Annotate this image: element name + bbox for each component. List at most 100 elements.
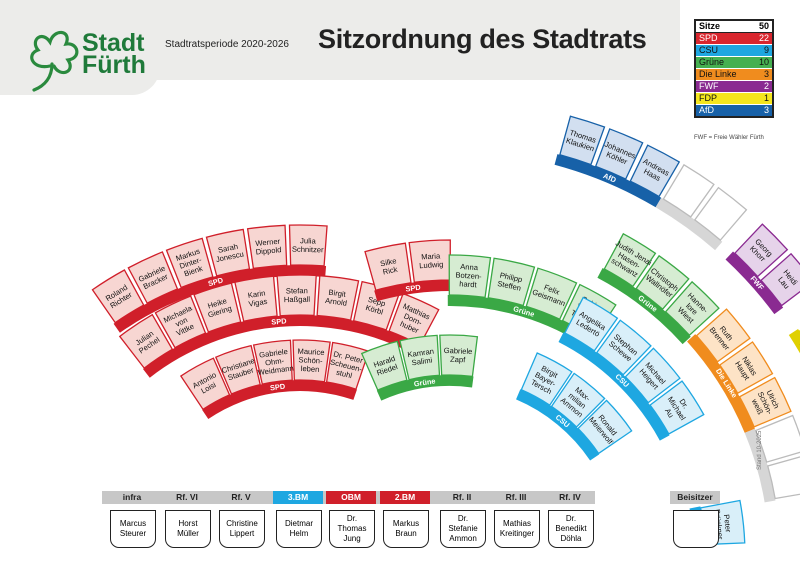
- seat: [718, 341, 774, 395]
- seat: [165, 237, 214, 289]
- seat-block: AngelikaLedertöStephanScheweMichaelHeige…: [558, 296, 705, 441]
- seat: [603, 232, 657, 288]
- legend-count: 1: [763, 93, 769, 103]
- seat-name: WernerDippold: [255, 237, 282, 257]
- clover-logo-icon: [30, 30, 79, 92]
- seat: [252, 339, 293, 385]
- beisitzer-box: [673, 510, 719, 548]
- party-band: [554, 154, 662, 208]
- front-seat-name: Horst Müller: [165, 510, 211, 548]
- front-seat-title: OBM: [326, 491, 376, 504]
- seat: [246, 224, 288, 270]
- seat-block: JulianPechelMichaelavonVittkeHeikeGierin…: [118, 274, 440, 378]
- seat-name: GabrieleZapf: [443, 346, 472, 365]
- legend-row: FWF 2: [696, 81, 772, 93]
- legend-party: SPD: [699, 33, 718, 43]
- seat-block: ThomasKlaukien JohannesKöhler AndreasHaasA…: [554, 115, 681, 208]
- empty-band: [655, 197, 723, 251]
- front-seat-name: Dr. Stefanie Ammon: [440, 510, 486, 548]
- seat: [276, 274, 317, 317]
- front-seat-title: 3.BM: [273, 491, 323, 504]
- seat: [214, 344, 261, 395]
- party-band: [788, 328, 800, 354]
- seat: [364, 242, 412, 291]
- seat: [635, 254, 690, 311]
- front-seat: 3.BM Dietmar Helm: [273, 491, 323, 548]
- seat: [316, 274, 360, 321]
- party-label: Grüne: [413, 376, 436, 388]
- seat-legend: Sitze 50 SPD 22 CSU 9 Grüne 10 Die Linke 3 FWF 2 F…: [694, 19, 774, 118]
- seat: [649, 380, 705, 435]
- legend-party: FWF: [699, 81, 719, 91]
- seat-name: MauriceSchön-leben: [296, 347, 324, 375]
- legend-count: 3: [763, 69, 769, 79]
- header-band-wide: [150, 0, 680, 80]
- seat: [448, 254, 492, 299]
- seat-block: HaraldRiedelKamranSalimiGabrieleZapfGrün…: [360, 334, 479, 401]
- party-band: [687, 334, 755, 433]
- seat: [550, 372, 606, 428]
- empty-seat: [766, 456, 800, 500]
- period-label: Stadtratsperiode 2020-2026: [165, 39, 289, 50]
- seat: [234, 275, 278, 323]
- front-seat: Rf. III Mathias Kreitinger: [491, 491, 541, 548]
- front-seat-name: Christine Lippert: [219, 510, 265, 548]
- empty-seat-block: [744, 414, 800, 503]
- legend-party: FDP: [699, 93, 717, 103]
- seat: [664, 280, 720, 337]
- seat: [595, 319, 652, 376]
- legend-party: Die Linke: [699, 69, 737, 79]
- seat: [325, 341, 370, 391]
- legend-row: CSU 9: [696, 45, 772, 57]
- front-seat: OBM Dr. Thomas Jung: [326, 491, 376, 548]
- seat: [520, 352, 573, 407]
- front-seat: Rf. VI Horst Müller: [162, 491, 212, 548]
- legend-row: Die Linke 3: [696, 69, 772, 81]
- party-band: [202, 379, 357, 420]
- seat-name: AnnaBotzen-hardt: [455, 262, 483, 290]
- legend-count: 2: [763, 81, 769, 91]
- party-label: SPD: [269, 382, 286, 393]
- empty-band: [744, 428, 776, 503]
- front-seat-title: Rf. V: [216, 491, 266, 504]
- front-seat-title: infra: [107, 491, 157, 504]
- front-seat: Rf. V Christine Lippert: [216, 491, 266, 548]
- party-band: [374, 280, 452, 302]
- party-label: SPD: [405, 283, 422, 294]
- party-band: [558, 332, 670, 441]
- party-band: [725, 251, 784, 315]
- seat-block: Judith JenaiHasen-schwanz ChristophWallnö…: [597, 232, 720, 345]
- front-seat: 2.BM Markus Braun: [380, 491, 430, 548]
- seat: [559, 115, 606, 166]
- seat: [292, 339, 331, 383]
- front-seat: infra Marcus Steurer: [107, 491, 157, 548]
- seat-name: SilkeRick: [379, 256, 399, 277]
- legend-party: AfD: [699, 105, 715, 115]
- empty-seat: [662, 163, 715, 218]
- seat: [91, 269, 145, 324]
- legend-count: 3: [763, 105, 769, 115]
- front-seat-title: Rf. III: [491, 491, 541, 504]
- seat-block: RuthBrennerNiklasHauptUlrichSchön-weißDi…: [687, 308, 792, 433]
- seat-name: StefanHaßgall: [284, 286, 311, 304]
- seat: [439, 334, 479, 378]
- front-seat-name: Markus Braun: [383, 510, 429, 548]
- seat: [205, 228, 251, 277]
- seat: [577, 399, 633, 455]
- seat-name: BirgitBayer-Tersch: [529, 362, 562, 396]
- seat: [360, 340, 408, 391]
- legend-row: Grüne 10: [696, 57, 772, 69]
- legend-count: 22: [758, 33, 769, 43]
- empty-seat-block: [655, 163, 748, 251]
- seat: [738, 376, 792, 428]
- seat: [695, 308, 751, 363]
- seat: [127, 251, 179, 305]
- seat: [154, 295, 207, 349]
- legend-header: Sitze 50: [696, 21, 772, 33]
- front-seat: Rf. IV Dr. Benedikt Döhla: [545, 491, 595, 548]
- front-seat-name: Mathias Kreitinger: [494, 510, 540, 548]
- legend-header-count: 50: [758, 21, 769, 31]
- front-seat-name: Dr. Thomas Jung: [329, 510, 375, 548]
